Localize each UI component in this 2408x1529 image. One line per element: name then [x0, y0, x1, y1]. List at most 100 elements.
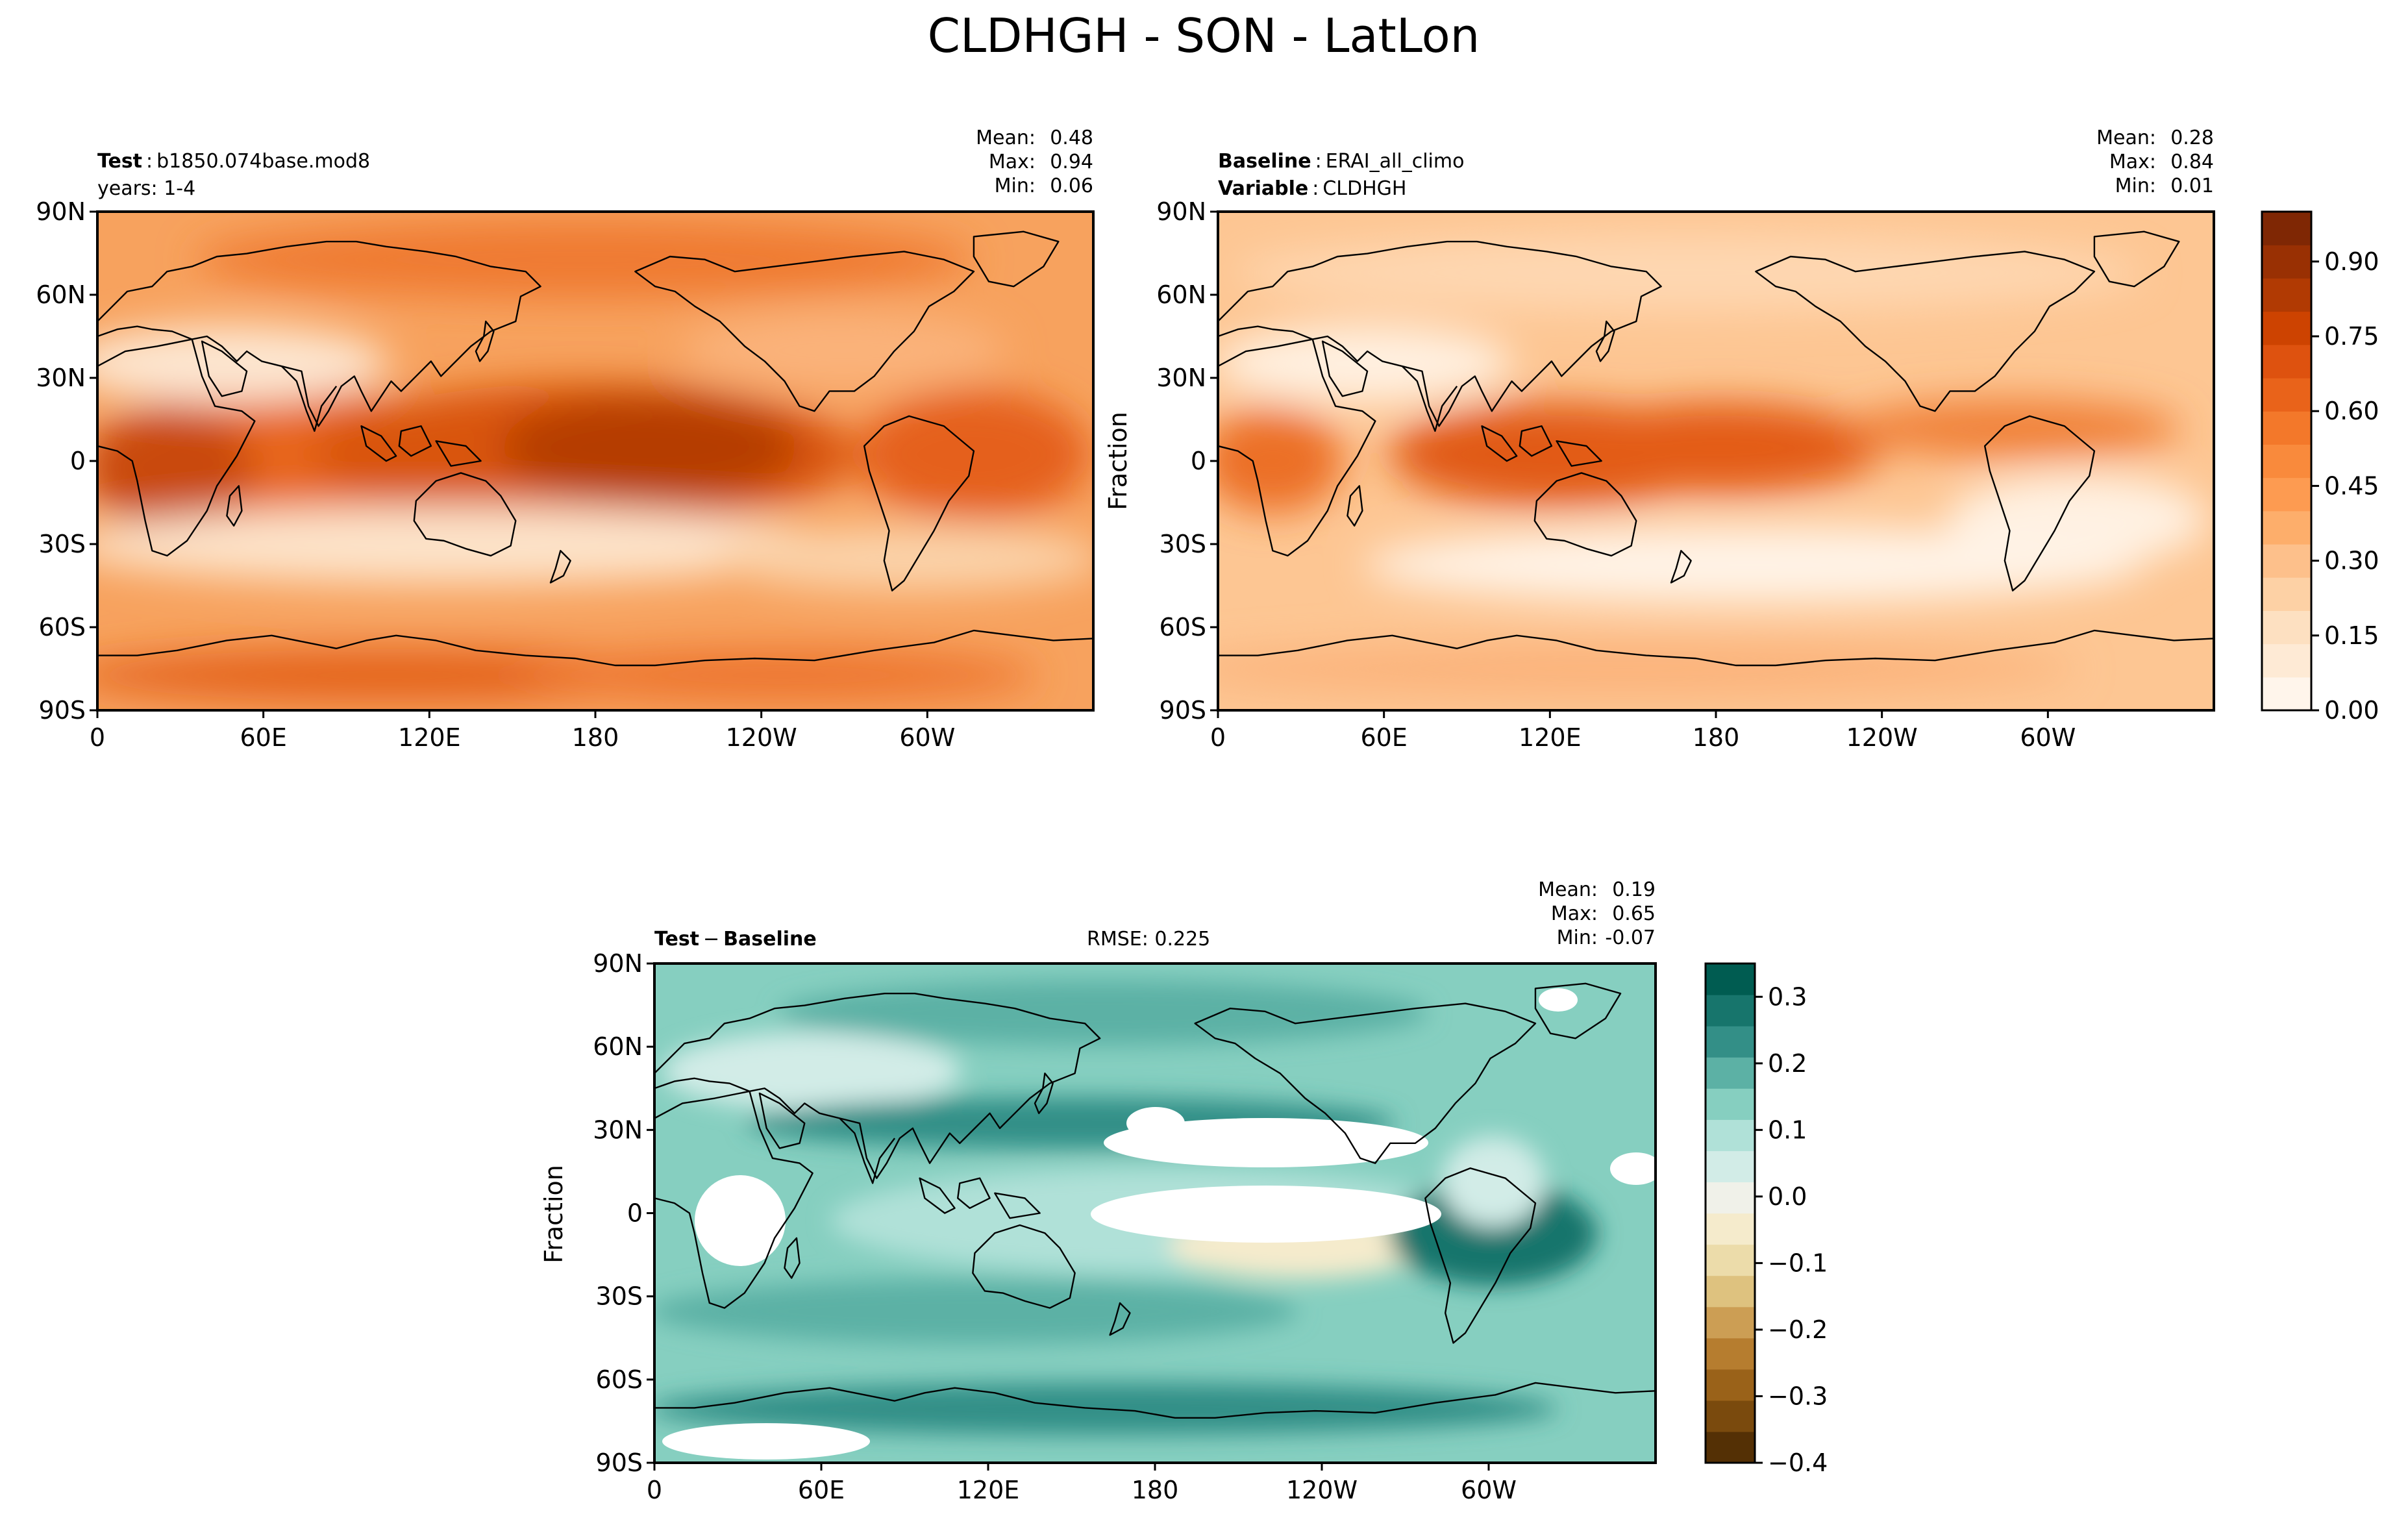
colorbar-diff-swatch	[1706, 963, 1755, 995]
colorbar-diff-swatch	[1706, 1150, 1755, 1183]
colorbar-diff-swatch	[1706, 1182, 1755, 1214]
colorbar-diff-swatch	[1706, 1088, 1755, 1120]
colorbar-diff-tick-label: 0.3	[1768, 982, 1807, 1011]
colorbar-oranges-frame	[2261, 210, 2313, 712]
baseline-lat-tick-label: 90S	[1160, 696, 1206, 725]
baseline-name: ERAI_all_climo	[1326, 150, 1465, 173]
test-lat-tick-label: 60S	[39, 613, 86, 641]
diff-lon-tick-label: 180	[1132, 1476, 1179, 1504]
baseline-lon-tick-label: 0	[1210, 723, 1226, 752]
baseline-label: Baseline	[1218, 150, 1311, 173]
diff-lon-tick-label: 60E	[798, 1476, 845, 1504]
colorbar-oranges-tick-label: 0.45	[2324, 471, 2379, 500]
test-lat-tick-label: 0	[70, 447, 86, 475]
baseline-panel	[1217, 210, 2215, 712]
colorbar-diff-swatch	[1706, 1431, 1755, 1463]
colorbar-oranges-swatch	[2262, 444, 2311, 479]
test-lon-tick-label: 60W	[899, 723, 955, 752]
colorbar-oranges-swatch	[2262, 477, 2311, 512]
colorbar-diff-tick-label: −0.4	[1768, 1448, 1828, 1477]
diff-label-test: Test	[654, 928, 699, 951]
baseline-mean: 0.28	[2170, 127, 2214, 149]
diff-lat-tick-label: 30N	[593, 1115, 643, 1144]
diff-lat-tick-label: 0	[627, 1199, 643, 1228]
test-lat-tick-label: 60N	[36, 280, 86, 309]
figure-title: CLDHGH - SON - LatLon	[928, 8, 1480, 63]
baseline-map-field	[1218, 212, 2214, 710]
baseline-max: 0.84	[2170, 151, 2214, 173]
colorbar-oranges-tick-label: 0.60	[2324, 397, 2379, 425]
colorbar-oranges-swatch	[2262, 510, 2311, 545]
test-max-label: Max:	[989, 151, 1036, 173]
test-lon-tick-label: 180	[572, 723, 619, 752]
diff-min-label: Min:	[1557, 926, 1598, 949]
colorbar-oranges-swatch	[2262, 311, 2311, 345]
colorbar-oranges-swatch	[2262, 643, 2311, 678]
diff-max: 0.65	[1612, 902, 1656, 925]
colorbar-diff: 0.3 0.2 0.1 0.0 −0.1 −0.2 −0.3 −0.4	[1704, 962, 1828, 1477]
diff-lat-tick-label: 60S	[596, 1365, 643, 1394]
baseline-lon-tick-label: 60W	[2020, 723, 2076, 752]
test-name: b1850.074base.mod8	[156, 150, 370, 173]
baseline-lon-tick-label: 60E	[1360, 723, 1407, 752]
colorbar-oranges-tick-label: 0.15	[2324, 621, 2379, 650]
diff-mean-label: Mean:	[1538, 878, 1598, 901]
baseline-lat-tick-label: 30S	[1160, 530, 1206, 558]
diff-lon-tick-label: 0	[647, 1476, 662, 1504]
test-min-label: Min:	[995, 175, 1036, 197]
diff-lat-tick-label: 90S	[596, 1448, 643, 1477]
colorbar-diff-swatch	[1706, 1337, 1755, 1370]
colorbar-diff-tick-label: −0.1	[1768, 1249, 1828, 1277]
diff-rmse: RMSE: 0.225	[1087, 928, 1210, 951]
diff-label-baseline: Baseline	[723, 928, 817, 951]
baseline-mean-label: Mean:	[2096, 127, 2156, 149]
diff-panel	[653, 962, 1657, 1464]
colorbar-diff-tick-label: −0.3	[1768, 1382, 1828, 1410]
diff-lat-tick-label: 60N	[593, 1032, 643, 1061]
colorbar-diff-frame	[1704, 962, 1756, 1464]
diff-lat-tick-label: 30S	[596, 1282, 643, 1311]
diff-map-field	[654, 963, 1656, 1463]
svg-text:Variable:CLDHGH: Variable: CLDHGH	[1218, 177, 1407, 200]
diff-max-label: Max:	[1551, 902, 1598, 925]
colorbar-diff-swatch	[1706, 995, 1755, 1026]
test-min: 0.06	[1050, 175, 1093, 197]
colorbar-oranges-swatch	[2262, 411, 2311, 445]
colorbar-oranges-swatch	[2262, 344, 2311, 379]
colorbar-diff-swatch	[1706, 1306, 1755, 1339]
variable-name: CLDHGH	[1322, 177, 1406, 200]
diff-min: -0.07	[1605, 926, 1656, 949]
baseline-lon-tick-label: 120E	[1519, 723, 1582, 752]
test-lon-tick-label: 60E	[240, 723, 286, 752]
baseline-lat-tick-label: 30N	[1156, 364, 1206, 392]
diff-header: Test − Baseline RMSE: 0.225 Mean: 0.19 Max…	[540, 878, 1656, 1263]
colorbar-oranges: 0.00 0.15 0.30 0.45 0.60 0.75 0.90	[2261, 210, 2379, 725]
baseline-header: Baseline: ERAI_all_climo Variable: CLDHGH …	[1104, 127, 2214, 510]
colorbar-oranges-swatch	[2262, 212, 2311, 245]
colorbar-diff-swatch	[1706, 1275, 1755, 1308]
test-lat-tick-label: 30S	[39, 530, 86, 558]
colorbar-diff-tick-label: 0.2	[1768, 1049, 1807, 1078]
diff-lat-tick-label: 90N	[593, 949, 643, 978]
colorbar-oranges-swatch	[2262, 378, 2311, 412]
test-lat-tick-label: 90N	[36, 197, 86, 226]
baseline-ylabel: Fraction	[1104, 412, 1132, 510]
colorbar-oranges-swatch	[2262, 610, 2311, 645]
test-max: 0.94	[1050, 151, 1093, 173]
diff-mean: 0.19	[1612, 878, 1656, 901]
colorbar-diff-tick-label: 0.1	[1768, 1115, 1807, 1144]
colorbar-diff-swatch	[1706, 1400, 1755, 1432]
baseline-lat-tick-label: 60N	[1156, 280, 1206, 309]
svg-text:Test:b1850.074base.mod8: Test: b1850.074base.mod8	[97, 150, 370, 173]
test-label: Test	[97, 150, 142, 173]
baseline-lat-tick-label: 60S	[1160, 613, 1206, 641]
colorbar-diff-swatch	[1706, 1244, 1755, 1276]
test-mean: 0.48	[1050, 127, 1093, 149]
colorbar-oranges-tick-label: 0.00	[2324, 696, 2379, 725]
test-header: Test: b1850.074base.mod8 years: 1-4 Mean:…	[97, 127, 1093, 200]
baseline-lat-tick-label: 90N	[1156, 197, 1206, 226]
test-panel	[96, 210, 1095, 712]
baseline-lon-tick-label: 180	[1693, 723, 1740, 752]
diff-ylabel: Fraction	[540, 1165, 568, 1263]
